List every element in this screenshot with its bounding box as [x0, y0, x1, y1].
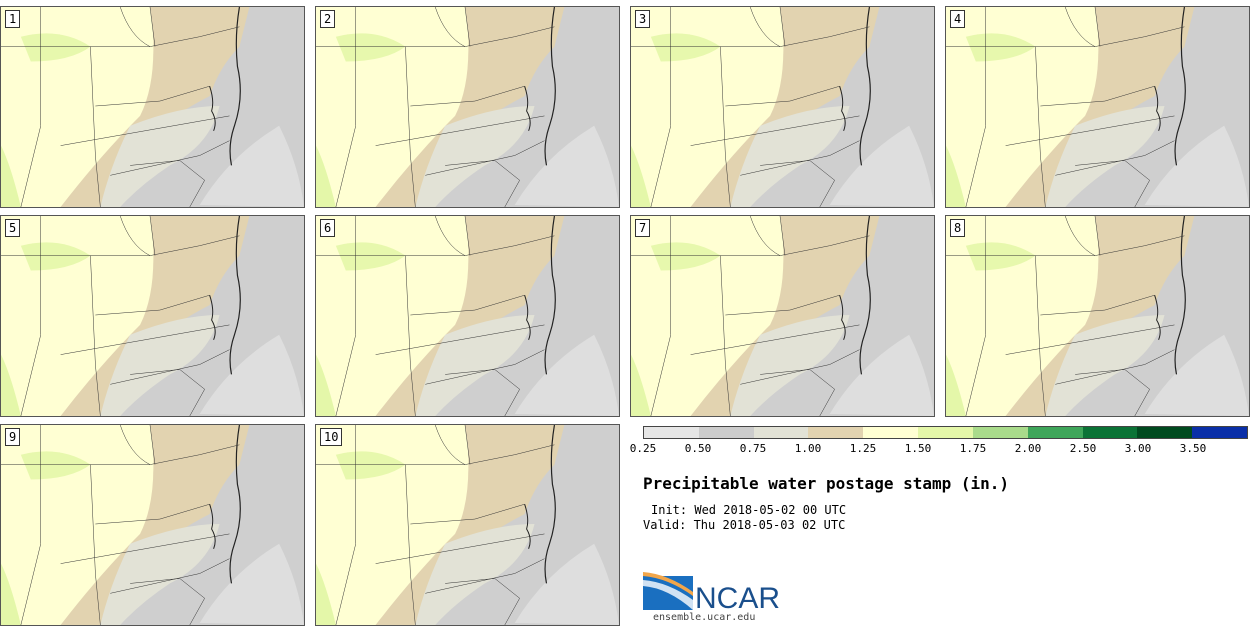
pw-map: [316, 7, 619, 207]
member-number-label: 10: [320, 428, 343, 446]
colorbar-swatch: [863, 427, 919, 438]
pw-map: [631, 7, 934, 207]
member-number-label: 9: [5, 428, 21, 446]
colorbar-tick-label: 3.50: [1179, 442, 1207, 455]
ensemble-member-panel: 10: [315, 424, 620, 626]
ensemble-member-panel: 9: [0, 424, 305, 626]
colorbar-tick-label: 3.00: [1124, 442, 1152, 455]
pw-map: [1, 425, 304, 625]
member-number-label: 6: [320, 219, 336, 237]
pw-map: [316, 425, 619, 625]
colorbar-swatch: [1027, 427, 1083, 438]
colorbar-swatch: [1082, 427, 1138, 438]
colorbar-swatch: [918, 427, 973, 438]
ensemble-member-panel: 7: [630, 215, 935, 417]
colorbar-ticks: 0.25 0.50 0.75 1.00 1.25 1.50 1.75 2.00 2.50 3.00…: [630, 439, 1248, 455]
member-number-label: 5: [5, 219, 21, 237]
init-time: Init: Wed 2018-05-02 00 UTC: [651, 503, 847, 517]
ensemble-member-panel: 1: [0, 6, 305, 208]
colorbar: [643, 426, 1248, 439]
pw-map: [1, 7, 304, 207]
ensemble-member-panel: 4: [945, 6, 1250, 208]
member-number-label: 4: [950, 10, 966, 28]
colorbar-tick-label: 0.75: [739, 442, 767, 455]
ensemble-member-panel: 5: [0, 215, 305, 417]
ncar-logo: NCAR: [643, 572, 780, 615]
member-number-label: 3: [635, 10, 651, 28]
colorbar-tick-label: 1.00: [794, 442, 822, 455]
colorbar-swatch: [644, 427, 699, 438]
logo-text: NCAR: [695, 582, 780, 615]
colorbar-swatch: [753, 427, 809, 438]
member-number-label: 7: [635, 219, 651, 237]
figure-title: Precipitable water postage stamp (in.): [643, 474, 1010, 493]
site-url: ensemble.ucar.edu: [653, 612, 756, 623]
pw-map: [946, 7, 1249, 207]
pw-map: [946, 216, 1249, 416]
colorbar-tick-label: 1.50: [904, 442, 932, 455]
colorbar-swatch: [1192, 427, 1247, 438]
colorbar-tick-label: 0.50: [684, 442, 712, 455]
colorbar-tick-label: 0.25: [629, 442, 657, 455]
pw-map: [631, 216, 934, 416]
colorbar-swatch: [1137, 427, 1193, 438]
colorbar-tick-label: 1.75: [959, 442, 987, 455]
pw-map: [316, 216, 619, 416]
member-number-label: 1: [5, 10, 21, 28]
colorbar-tick-label: 2.00: [1014, 442, 1042, 455]
ensemble-member-panel: 2: [315, 6, 620, 208]
colorbar-tick-label: 2.50: [1069, 442, 1097, 455]
ensemble-member-panel: 8: [945, 215, 1250, 417]
colorbar-tick-label: 1.25: [849, 442, 877, 455]
valid-time: Valid: Thu 2018-05-03 02 UTC: [643, 518, 846, 532]
pw-map: [1, 216, 304, 416]
ensemble-member-panel: 3: [630, 6, 935, 208]
colorbar-swatch: [808, 427, 864, 438]
colorbar-swatch: [698, 427, 754, 438]
colorbar-swatch: [972, 427, 1028, 438]
color-legend: 0.25 0.50 0.75 1.00 1.25 1.50 1.75 2.00 2.50 3.00…: [630, 426, 1248, 455]
member-number-label: 2: [320, 10, 336, 28]
member-number-label: 8: [950, 219, 966, 237]
ensemble-member-panel: 6: [315, 215, 620, 417]
